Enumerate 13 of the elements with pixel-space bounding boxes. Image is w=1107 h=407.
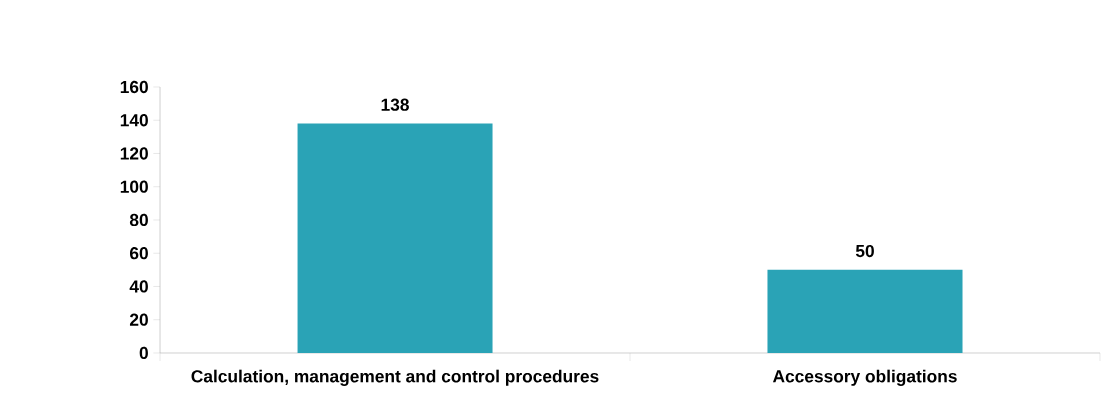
data-label: 50: [855, 244, 874, 258]
x-tick-label: Calculation, management and control procedures: [191, 369, 599, 386]
y-tick-label: 100: [120, 180, 148, 193]
y-tick-label: 20: [129, 313, 148, 326]
y-tick-label: 60: [129, 247, 148, 260]
y-tick-label: 80: [129, 213, 148, 227]
y-tick-label: 160: [120, 80, 148, 94]
y-tick-label: 40: [129, 280, 148, 293]
y-tick-label: 140: [120, 114, 148, 127]
y-tick-label: 0: [139, 346, 148, 360]
y-tick-label: 120: [120, 147, 148, 160]
data-label: 138: [381, 98, 409, 111]
x-tick-label: Accessory obligations: [772, 369, 957, 386]
